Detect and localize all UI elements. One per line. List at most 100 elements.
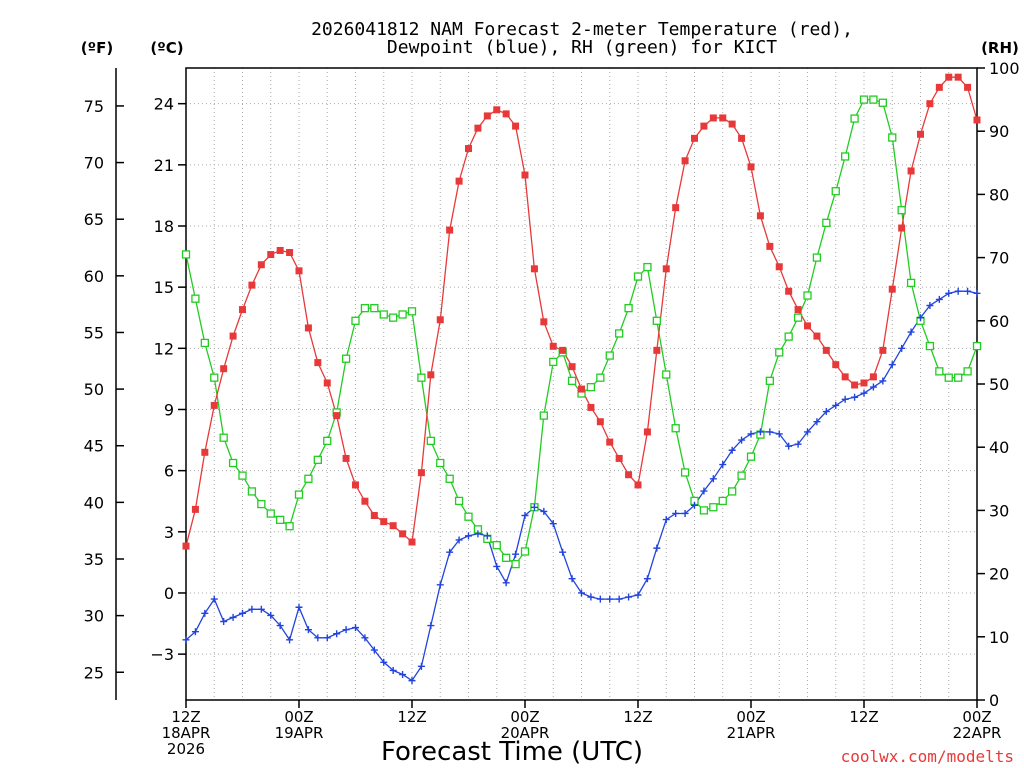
- rh-point: [680, 468, 690, 477]
- rh-point: [812, 253, 822, 262]
- rh-point: [511, 559, 520, 569]
- fahrenheit-tick-label: 60: [84, 267, 104, 286]
- temperature-point: [521, 171, 529, 179]
- dewpoint-point: [389, 666, 397, 674]
- fahrenheit-tick-label: 45: [84, 437, 104, 456]
- rh-point: [502, 553, 511, 562]
- dewpoint-point: [898, 344, 906, 352]
- rh-point: [793, 313, 803, 322]
- temperature-point: [766, 242, 774, 250]
- x-axis-label: Forecast Time (UTC): [381, 737, 643, 767]
- temperature-point: [869, 373, 877, 381]
- temperature-point: [879, 346, 887, 354]
- rh-point: [379, 310, 388, 319]
- temperature-point: [945, 73, 953, 81]
- rh-point: [219, 433, 228, 442]
- temperature-point: [389, 522, 397, 530]
- dewpoint-point: [907, 328, 915, 336]
- dewpoint-point: [841, 395, 849, 403]
- dewpoint-point: [446, 548, 454, 556]
- temperature-point: [455, 177, 463, 185]
- rh-point: [398, 310, 407, 319]
- rh-point: [238, 471, 247, 480]
- temperature-point: [813, 332, 821, 340]
- rh-point: [370, 304, 379, 313]
- temperature-point: [625, 471, 633, 479]
- dewpoint-point: [530, 503, 538, 511]
- temperature-point: [427, 371, 435, 379]
- rh-point: [586, 383, 596, 392]
- rh-point: [445, 474, 454, 483]
- rh-point: [181, 250, 191, 259]
- dewpoint-point: [436, 581, 444, 589]
- chart-title: 2026041812 NAM Forecast 2-meter Temperat…: [311, 19, 853, 40]
- temperature-point: [257, 261, 265, 269]
- temperature-point: [201, 448, 209, 456]
- rh-point: [341, 354, 351, 363]
- rh-tick-label: 90: [989, 122, 1009, 141]
- temperature-point: [954, 73, 962, 81]
- temperature-point: [436, 316, 444, 324]
- dewpoint-point: [625, 593, 633, 601]
- dewpoint-point: [370, 646, 378, 654]
- celsius-unit-label: (ºC): [150, 39, 183, 57]
- fahrenheit-unit-label: (ºF): [81, 39, 113, 57]
- temperature-point: [653, 346, 661, 354]
- rh-point: [539, 411, 548, 420]
- rh-point: [624, 304, 633, 313]
- dewpoint-point: [342, 626, 350, 634]
- x-tick-label: 18APR: [162, 724, 211, 742]
- rh-point: [351, 316, 360, 325]
- rh-line: [185, 98, 978, 565]
- temperature-point: [964, 83, 972, 91]
- temperature-point: [276, 246, 284, 254]
- dewpoint-point: [634, 591, 642, 599]
- rh-point: [803, 291, 812, 300]
- rh-point: [822, 218, 831, 227]
- rh-tick-label: 40: [989, 438, 1009, 457]
- temperature-point: [935, 83, 943, 91]
- celsius-tick-label: 15: [154, 278, 174, 297]
- temperature-point: [596, 418, 604, 426]
- rh-point: [643, 262, 652, 272]
- rh-point: [191, 294, 200, 303]
- temperature-point: [267, 251, 275, 259]
- dewpoint-point: [869, 383, 877, 391]
- temperature-point: [738, 134, 746, 142]
- temperature-point: [578, 385, 585, 393]
- temperature-point: [719, 114, 727, 122]
- rh-tick-label: 80: [989, 185, 1009, 204]
- rh-point: [633, 272, 643, 281]
- rh-point: [247, 487, 257, 496]
- dewpoint-point: [361, 634, 369, 642]
- dewpoint-point: [596, 595, 604, 603]
- x-tick-label: 12Z: [849, 708, 878, 726]
- temperature-point: [785, 287, 793, 295]
- x-tick-label: 19APR: [275, 724, 324, 742]
- dewpoint-point: [860, 389, 868, 397]
- rh-tick-label: 50: [989, 375, 1009, 394]
- dewpoint-point: [700, 487, 708, 495]
- x-tick-label: 2026: [167, 740, 205, 758]
- rh-point: [925, 341, 935, 351]
- dewpoint-point: [643, 575, 651, 583]
- temperature-point: [907, 167, 915, 175]
- temperature-point: [851, 381, 859, 389]
- rh-point: [407, 307, 417, 316]
- dewpoint-point: [220, 618, 228, 626]
- rh-point: [426, 436, 435, 446]
- chart-subtitle: Dewpoint (blue), RH (green) for KICT: [387, 37, 777, 58]
- fahrenheit-tick-label: 50: [84, 380, 104, 399]
- temperature-point: [549, 342, 557, 350]
- temperature-point: [323, 379, 331, 387]
- temperature-point: [352, 481, 359, 489]
- temperature-point: [822, 346, 830, 354]
- rh-point: [596, 373, 605, 382]
- celsius-tick-label: 24: [154, 95, 174, 114]
- temperature-point: [662, 265, 670, 273]
- temperature-point: [775, 263, 783, 271]
- dewpoint-point: [333, 630, 341, 638]
- dewpoint-point: [785, 442, 793, 450]
- temperature-point: [860, 379, 868, 387]
- celsius-tick-label: 21: [154, 156, 174, 175]
